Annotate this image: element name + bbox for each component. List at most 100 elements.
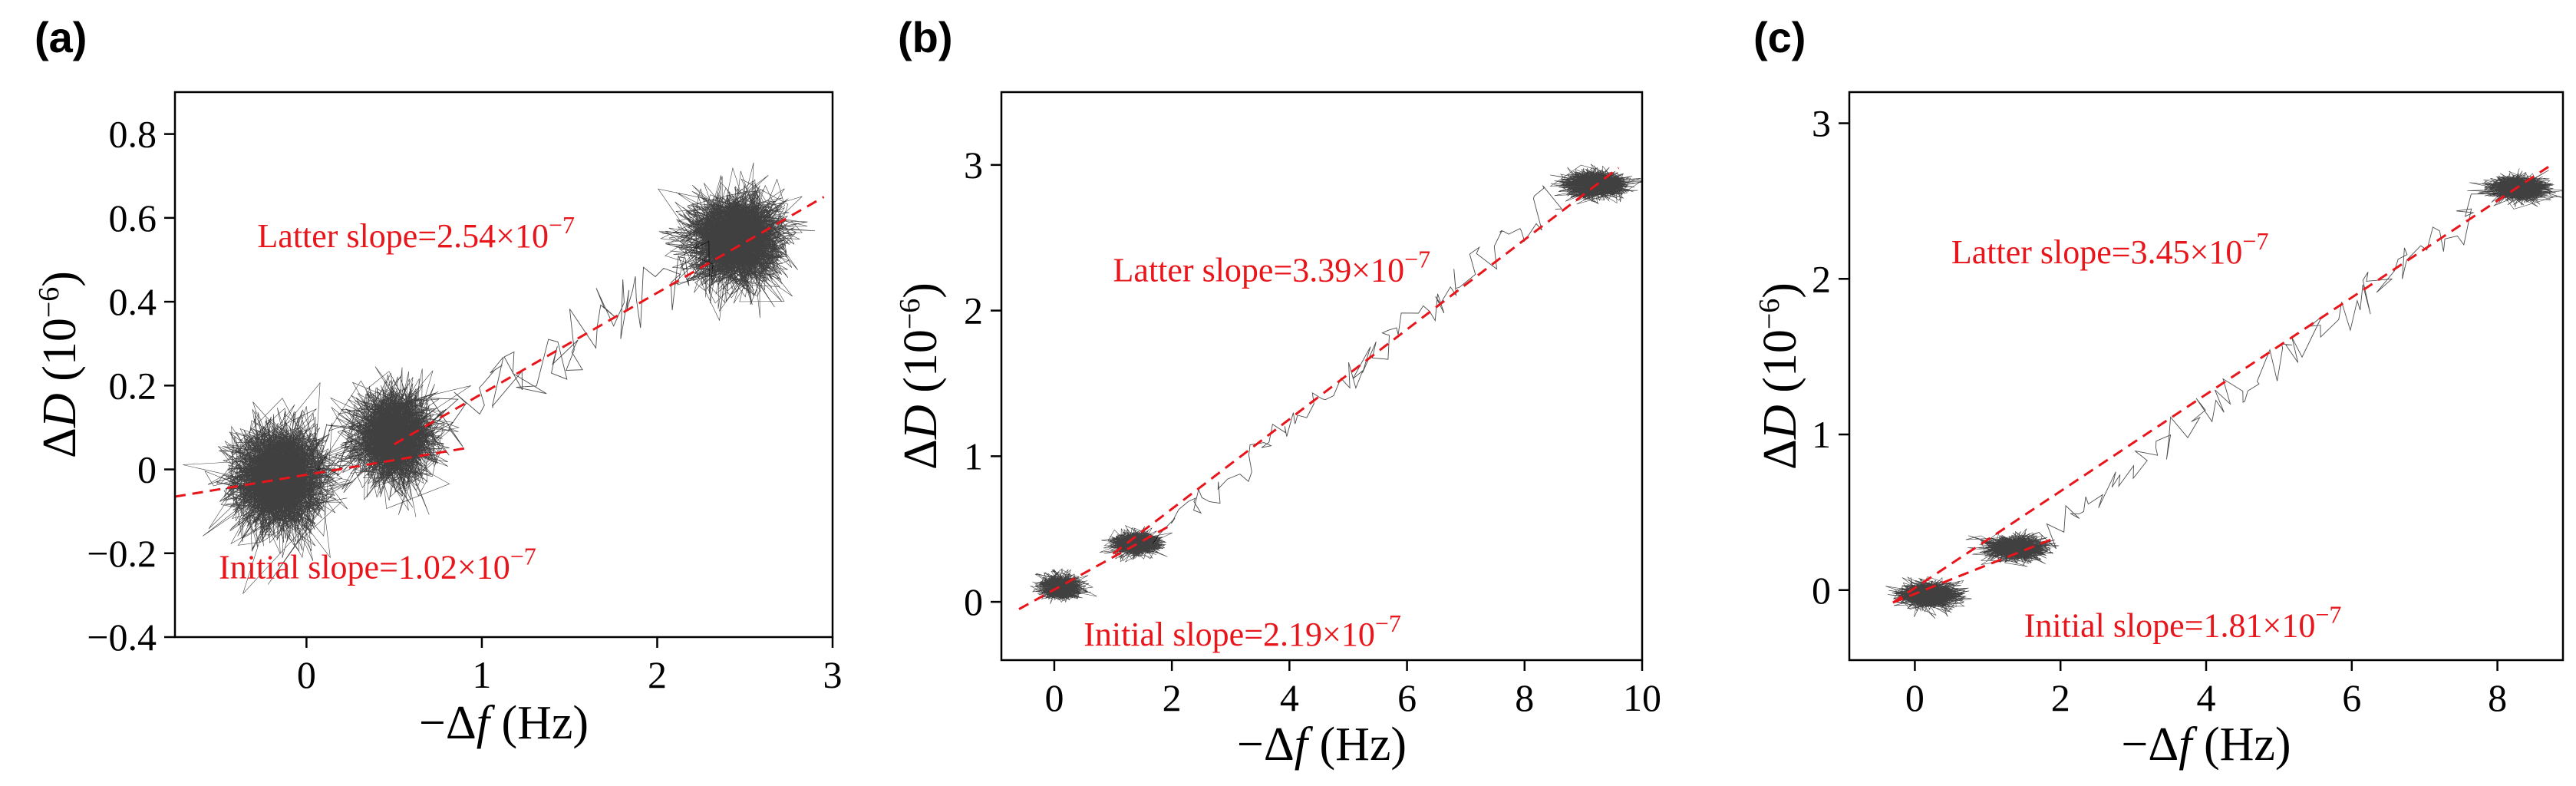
y-tick-label: 3 — [964, 144, 983, 187]
slope-annotation-exp: −7 — [510, 543, 536, 570]
x-tick-label: 2 — [2051, 676, 2070, 719]
y-tick-label: 0.4 — [109, 280, 157, 323]
slope-annotation-initial: Initial slope=1.02×10−7 — [219, 543, 536, 586]
slope-annotation-latter: Latter slope=3.39×10−7 — [1113, 246, 1431, 289]
fit-line-latter — [1892, 166, 2549, 604]
x-tick-label: 2 — [648, 653, 667, 696]
chart-panel-a: 0 1 2 3−0.4−0.200.20.40.60.8−Δf (Hz)ΔD (10−… — [33, 13, 843, 749]
data-points — [1030, 163, 1642, 605]
data-cluster-1 — [317, 366, 471, 517]
y-axis-title-close: ) — [1754, 282, 1806, 299]
y-axis-title-unit: (10 — [895, 329, 947, 405]
slope-annotation-text: Latter slope=3.45×10 — [1951, 233, 2243, 271]
x-axis-title: −Δf (Hz) — [2121, 718, 2291, 771]
y-axis-title: ΔD (10−6) — [894, 282, 947, 470]
slope-annotation-latter: Latter slope=2.54×10−7 — [257, 211, 575, 255]
slope-annotation-exp: −7 — [2242, 227, 2268, 255]
y-axis-title-exp: −6 — [33, 287, 65, 318]
y-tick-label: 0 — [964, 580, 983, 623]
data-cluster-2 — [658, 162, 816, 322]
x-tick-label: 10 — [1623, 676, 1661, 719]
slope-annotation-exp: −7 — [2315, 601, 2341, 629]
data-transition — [1152, 185, 1563, 544]
fit-line-latter — [393, 196, 825, 446]
slope-annotation-text: Latter slope=3.39×10 — [1113, 252, 1405, 289]
y-axis-title-prefix: Δ — [34, 428, 86, 458]
data-cluster-0 — [1885, 576, 1972, 619]
slope-annotation-initial: Initial slope=1.81×10−7 — [2024, 601, 2342, 645]
data-cluster-0 — [1030, 568, 1097, 605]
x-axis-title: −Δf (Hz) — [1237, 718, 1407, 771]
fit-line-initial — [174, 447, 465, 498]
y-tick-label: 1 — [1812, 413, 1831, 456]
x-tick-label: 6 — [1397, 676, 1417, 719]
x-axis-title-unit: (Hz) — [490, 697, 589, 749]
x-tick-label: 0 — [297, 653, 316, 696]
slope-annotation-initial: Initial slope=2.19×10−7 — [1084, 609, 1401, 653]
plot-frame — [1848, 91, 2564, 662]
y-tick-label: 2 — [1812, 257, 1831, 300]
y-axis-title-var: D — [1754, 405, 1806, 440]
data-transition — [427, 240, 714, 447]
y-axis-title: ΔD (10−6) — [1753, 282, 1806, 470]
x-tick-label: 8 — [2488, 676, 2507, 719]
y-tick-label: 1 — [964, 434, 983, 477]
y-axis-title-var: D — [895, 405, 947, 440]
fit-line-latter — [1112, 167, 1620, 555]
y-axis-title-var: D — [34, 393, 86, 428]
x-tick-label: 4 — [1280, 676, 1299, 719]
y-axis-title-unit: (10 — [34, 318, 86, 393]
data-transition — [2039, 191, 2500, 550]
y-axis-title-close: ) — [895, 282, 947, 299]
slope-annotation-text: Initial slope=1.81×10 — [2024, 607, 2316, 645]
y-axis-title-close: ) — [34, 271, 86, 287]
x-tick-label: 4 — [2197, 676, 2216, 719]
slope-annotation-text: Latter slope=2.54×10 — [257, 217, 549, 255]
data-cluster-1 — [1965, 528, 2060, 567]
y-tick-label: 0 — [137, 448, 157, 491]
x-axis-title-unit: (Hz) — [1308, 718, 1407, 771]
y-axis-title-exp: −6 — [1753, 299, 1786, 329]
slope-annotation-exp: −7 — [1375, 609, 1401, 637]
x-axis-title-prefix: −Δ — [1237, 718, 1295, 771]
slope-annotation-exp: −7 — [549, 211, 575, 239]
y-tick-label: 0 — [1812, 569, 1831, 612]
x-tick-label: 1 — [472, 653, 491, 696]
y-tick-label: 3 — [1812, 102, 1831, 145]
data-cluster-2 — [1549, 163, 1642, 205]
y-axis-title-prefix: Δ — [1754, 439, 1806, 470]
chart-panel-b: 0 2 4 6 8 10 0 1 2 3 −Δf (Hz) ΔD (10−6) Initial slop… — [894, 13, 1661, 771]
x-axis-title-prefix: −Δ — [419, 697, 477, 749]
y-tick-label: −0.4 — [87, 616, 157, 659]
y-tick-label: 0.2 — [109, 364, 157, 407]
x-tick-label: 6 — [2342, 676, 2361, 719]
slope-annotation-text: Initial slope=2.19×10 — [1084, 616, 1375, 653]
panel-label: (b) — [898, 13, 953, 61]
fit-line-initial — [1892, 537, 2054, 604]
x-tick-label: 0 — [1044, 676, 1064, 719]
x-tick-label: 8 — [1515, 676, 1534, 719]
y-axis-title: ΔD (10−6) — [33, 271, 86, 458]
x-axis-title-prefix: −Δ — [2121, 718, 2179, 771]
y-axis-title-unit: (10 — [1754, 329, 1806, 405]
y-tick-label: 0.6 — [109, 196, 157, 239]
x-tick-label: 0 — [1905, 676, 1925, 719]
x-tick-label: 3 — [823, 653, 843, 696]
fit-line-initial — [1018, 523, 1173, 610]
y-axis-title-prefix: Δ — [895, 439, 947, 470]
x-tick-label: 2 — [1163, 676, 1182, 719]
slope-annotation-latter: Latter slope=3.45×10−7 — [1951, 227, 2269, 271]
plot-frame — [1000, 91, 1644, 662]
x-axis-title: −Δf (Hz) — [419, 697, 589, 749]
slope-annotation-text: Initial slope=1.02×10 — [219, 549, 510, 586]
y-tick-label: 0.8 — [109, 113, 157, 156]
panel-label: (a) — [35, 13, 87, 61]
chart-panel-c: 0 2 4 6 8 0 1 2 3 −Δf (Hz) ΔD (10−6) Initial slope=… — [1753, 13, 2564, 771]
slope-annotation-exp: −7 — [1404, 246, 1430, 273]
y-tick-label: 2 — [964, 289, 983, 332]
y-tick-label: −0.2 — [87, 532, 157, 575]
panel-label: (c) — [1753, 13, 1806, 61]
y-axis-title-exp: −6 — [894, 299, 926, 329]
plot-frame — [173, 91, 834, 639]
